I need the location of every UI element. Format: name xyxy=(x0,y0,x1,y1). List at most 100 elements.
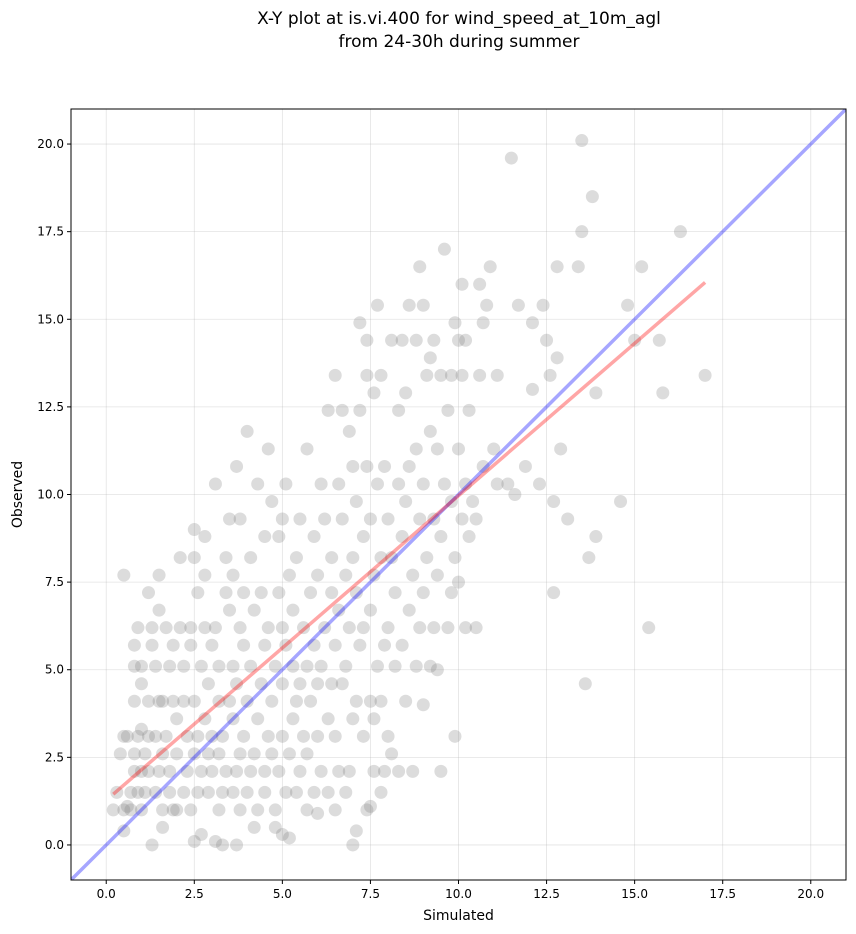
data-point xyxy=(448,729,462,743)
data-point xyxy=(180,764,194,778)
data-point xyxy=(300,659,314,673)
data-point xyxy=(177,785,191,799)
data-point xyxy=(444,586,458,600)
data-point xyxy=(240,694,254,708)
data-point xyxy=(223,603,237,617)
data-point xyxy=(342,424,356,438)
data-points xyxy=(106,134,712,852)
data-point xyxy=(145,621,159,635)
x-tick-label: 10.0 xyxy=(445,887,472,901)
data-point xyxy=(360,803,374,817)
data-point xyxy=(325,551,339,565)
data-point xyxy=(578,677,592,691)
data-point xyxy=(448,316,462,330)
data-point xyxy=(349,824,363,838)
data-point xyxy=(297,621,310,635)
data-point xyxy=(356,621,370,635)
data-point xyxy=(399,495,413,509)
data-point xyxy=(307,638,321,652)
data-point xyxy=(134,677,148,691)
data-point xyxy=(585,190,599,204)
data-point xyxy=(406,764,420,778)
data-point xyxy=(434,368,448,382)
data-point xyxy=(300,442,314,456)
data-point xyxy=(258,764,272,778)
data-point xyxy=(304,694,318,708)
data-point xyxy=(635,260,649,274)
data-point xyxy=(142,694,155,708)
data-point xyxy=(124,803,138,817)
data-point xyxy=(363,694,377,708)
data-point xyxy=(490,368,504,382)
data-point xyxy=(430,663,444,677)
data-point xyxy=(191,586,205,600)
data-point xyxy=(392,477,406,491)
data-point xyxy=(525,382,539,396)
data-point xyxy=(113,747,127,761)
data-point xyxy=(254,586,268,600)
data-point xyxy=(261,442,275,456)
data-point xyxy=(378,459,392,473)
data-point xyxy=(170,803,184,817)
data-point xyxy=(328,803,342,817)
data-point xyxy=(152,603,166,617)
data-point xyxy=(339,659,353,673)
data-point xyxy=(187,551,201,565)
data-point xyxy=(127,638,141,652)
data-point xyxy=(134,764,148,778)
data-point xyxy=(307,785,321,799)
data-point xyxy=(201,747,215,761)
data-point xyxy=(163,764,177,778)
data-point xyxy=(258,638,272,652)
data-point xyxy=(177,694,191,708)
data-point xyxy=(311,568,325,582)
data-point xyxy=(416,586,430,600)
data-point xyxy=(251,477,265,491)
data-point xyxy=(399,386,413,400)
x-tick-label: 12.5 xyxy=(533,887,560,901)
data-point xyxy=(279,638,293,652)
data-point xyxy=(374,785,388,799)
data-point xyxy=(134,803,148,817)
data-point xyxy=(413,512,427,526)
x-tick-label: 15.0 xyxy=(621,887,648,901)
data-point xyxy=(360,333,374,347)
data-point xyxy=(413,260,427,274)
data-point xyxy=(321,785,335,799)
data-point xyxy=(184,621,198,635)
data-point xyxy=(550,260,564,274)
data-point xyxy=(289,551,303,565)
y-tick-label: 15.0 xyxy=(37,312,64,326)
data-point xyxy=(244,659,258,673)
data-point xyxy=(395,638,409,652)
data-point xyxy=(120,729,134,743)
data-point xyxy=(554,442,568,456)
data-point xyxy=(444,495,458,509)
data-point xyxy=(325,586,339,600)
data-point xyxy=(374,368,388,382)
data-point xyxy=(152,764,166,778)
data-point xyxy=(399,694,413,708)
data-point xyxy=(212,803,226,817)
data-point xyxy=(187,834,201,848)
data-point xyxy=(434,530,448,544)
data-point xyxy=(265,747,279,761)
data-point xyxy=(226,659,240,673)
data-point xyxy=(300,747,314,761)
data-point xyxy=(462,403,476,417)
data-point xyxy=(353,403,367,417)
data-point xyxy=(406,568,420,582)
data-point xyxy=(205,638,219,652)
data-point xyxy=(392,403,406,417)
data-point xyxy=(173,621,187,635)
data-point xyxy=(156,820,170,834)
data-point xyxy=(409,333,423,347)
data-point xyxy=(293,677,307,691)
data-point xyxy=(518,459,532,473)
data-point xyxy=(363,799,377,813)
data-point xyxy=(409,659,423,673)
data-point xyxy=(275,621,289,635)
data-point xyxy=(575,134,589,148)
data-point xyxy=(378,638,392,652)
data-point xyxy=(198,568,212,582)
